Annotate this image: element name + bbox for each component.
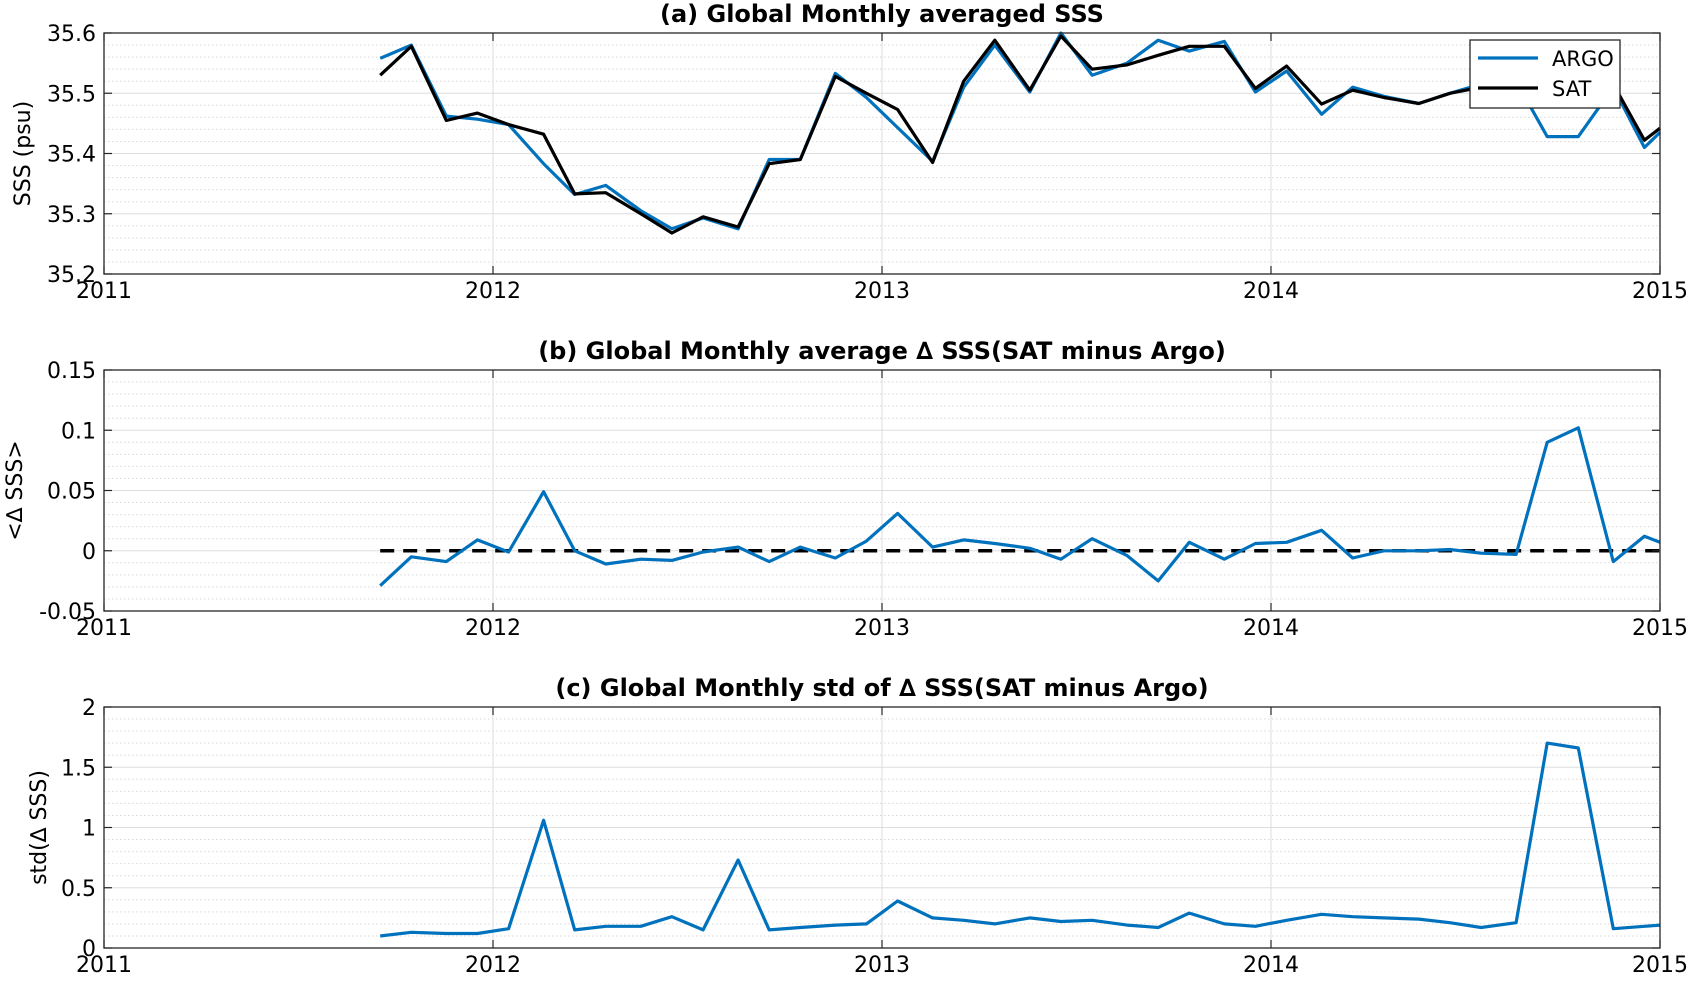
x-tick-label: 2012 bbox=[465, 616, 521, 641]
y-axis-label: SSS (psu) bbox=[11, 101, 36, 206]
x-tick-label: 2015 bbox=[1632, 279, 1688, 304]
legend-label-argo: ARGO bbox=[1552, 47, 1614, 71]
chart-title: (a) Global Monthly averaged SSS bbox=[660, 0, 1104, 28]
x-tick-label: 2015 bbox=[1632, 953, 1688, 978]
y-tick-label: 35.3 bbox=[47, 203, 96, 228]
panel-c: 0 0.5 1 1.5 2 2011 2012 2013 2014 2015 (c) Global … bbox=[27, 674, 1688, 978]
chart-title: (b) Global Monthly average ∆ SSS(SAT min… bbox=[538, 337, 1226, 365]
x-tick-label: 2013 bbox=[854, 953, 910, 978]
series-line bbox=[379, 426, 1661, 587]
x-tick-label: 2014 bbox=[1243, 279, 1299, 304]
x-tick-label: 2014 bbox=[1243, 953, 1299, 978]
y-tick-label: 35.2 bbox=[47, 263, 96, 288]
y-tick-label: 0.05 bbox=[47, 480, 96, 505]
legend: ARGO SAT bbox=[1469, 39, 1621, 109]
y-tick-label: -0.05 bbox=[39, 600, 96, 625]
x-tick-label: 2011 bbox=[76, 279, 132, 304]
series-line-argo bbox=[379, 31, 1662, 231]
y-tick-label: 35.5 bbox=[47, 82, 96, 107]
x-tick-label: 2015 bbox=[1632, 616, 1688, 641]
y-tick-label: 0.5 bbox=[61, 877, 96, 902]
chart-title: (c) Global Monthly std of ∆ SSS(SAT minu… bbox=[555, 674, 1208, 702]
y-tick-label: 35.6 bbox=[47, 22, 96, 47]
x-tick-label: 2013 bbox=[854, 279, 910, 304]
y-axis-label: std(∆ SSS) bbox=[27, 770, 52, 885]
y-tick-label: 35.4 bbox=[47, 143, 96, 168]
x-tick-label: 2013 bbox=[854, 616, 910, 641]
y-tick-label: 1 bbox=[82, 817, 96, 842]
y-tick-label: 0 bbox=[82, 937, 96, 962]
y-tick-label: 2 bbox=[82, 696, 96, 721]
x-tick-label: 2012 bbox=[465, 953, 521, 978]
y-tick-label: 0.15 bbox=[47, 359, 96, 384]
legend-box bbox=[1469, 39, 1621, 109]
series-line-sat bbox=[379, 34, 1661, 235]
panel-b: -0.05 0 0.05 0.1 0.15 2011 2012 2013 2014 2015 (b)… bbox=[3, 337, 1688, 641]
series-line bbox=[380, 741, 1661, 938]
y-tick-label: 0.1 bbox=[61, 419, 96, 444]
x-tick-label: 2012 bbox=[465, 279, 521, 304]
panel-a: 35.2 35.3 35.4 35.5 35.6 2011 2012 2013 2014 2015… bbox=[11, 0, 1688, 304]
x-tick-label: 2011 bbox=[76, 953, 132, 978]
y-axis-label: <∆ SSS> bbox=[3, 440, 28, 540]
x-tick-label: 2014 bbox=[1243, 616, 1299, 641]
y-tick-label: 0 bbox=[82, 540, 96, 565]
y-tick-label: 1.5 bbox=[61, 756, 96, 781]
x-tick-label: 2011 bbox=[76, 616, 132, 641]
legend-label-sat: SAT bbox=[1552, 77, 1591, 101]
